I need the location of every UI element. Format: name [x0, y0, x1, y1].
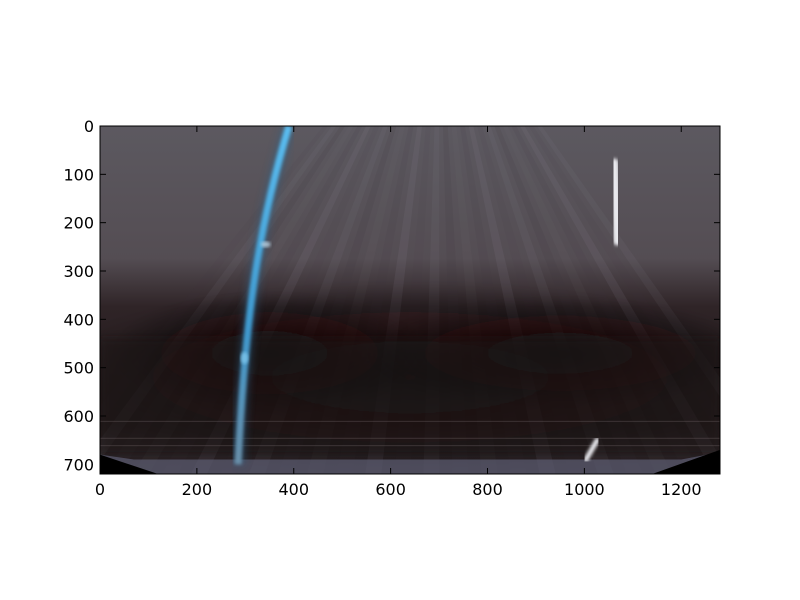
y-tick-label: 500	[63, 359, 94, 378]
warped-road-image	[100, 126, 720, 474]
right-lane-segment	[609, 158, 623, 246]
y-tick-label: 300	[63, 262, 94, 281]
lane-reflection	[260, 241, 271, 248]
y-axis: 0 100 200 300 400 500 600 700	[63, 117, 720, 474]
y-tick-label: 600	[63, 407, 94, 426]
corner-mask-right	[652, 449, 720, 474]
x-tick-label: 1000	[564, 480, 605, 499]
left-lane-line	[234, 126, 293, 465]
perspective-streak	[537, 126, 720, 397]
road-streak	[100, 445, 720, 447]
y-tick-label: 700	[63, 455, 94, 474]
lane-reflection	[240, 352, 249, 364]
road-strip	[100, 452, 720, 474]
y-tick-label: 400	[63, 310, 94, 329]
road-streak	[100, 420, 720, 423]
plot-frame	[99, 125, 721, 475]
shadow-band	[100, 338, 720, 455]
x-tick-label: 1200	[661, 480, 702, 499]
corner-mask-left	[100, 454, 159, 474]
x-tick-label: 400	[278, 480, 309, 499]
y-tick-label: 0	[84, 117, 94, 136]
y-tick-label: 100	[63, 165, 94, 184]
x-tick-label: 0	[95, 480, 105, 499]
x-tick-label: 200	[182, 480, 213, 499]
road-streak	[100, 437, 720, 439]
x-axis: 0 200 400 600 800 1000 1200	[95, 126, 702, 499]
x-tick-label: 600	[375, 480, 406, 499]
right-lane-segment	[583, 437, 600, 462]
x-tick-label: 800	[472, 480, 503, 499]
y-tick-label: 200	[63, 214, 94, 233]
